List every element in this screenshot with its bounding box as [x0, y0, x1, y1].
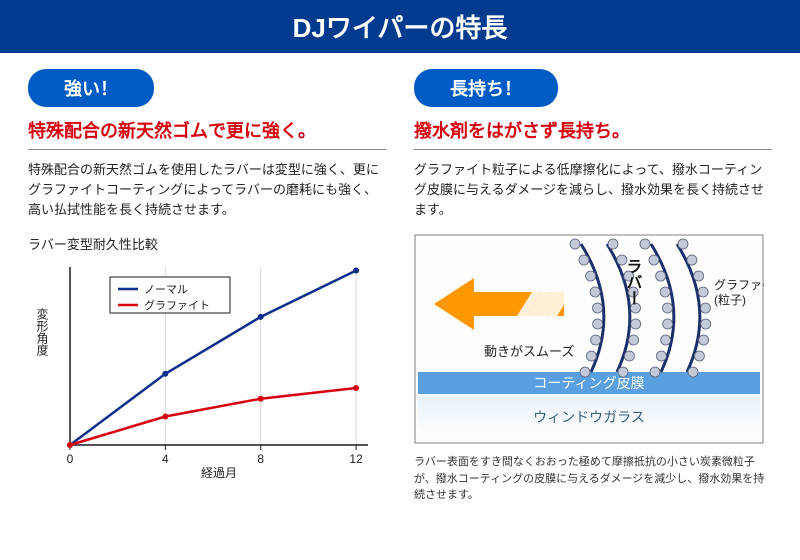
- svg-text:4: 4: [162, 452, 169, 466]
- svg-text:コーティング皮膜: コーティング皮膜: [533, 375, 644, 391]
- svg-text:経過月: 経過月: [201, 466, 237, 479]
- svg-text:グラファイト: グラファイト: [714, 278, 764, 292]
- right-pill: 長持ち！: [414, 69, 558, 107]
- left-pill: 強い！: [28, 69, 154, 107]
- svg-text:動きがスムーズ: 動きがスムーズ: [484, 344, 574, 359]
- svg-text:(粒子): (粒子): [714, 292, 746, 307]
- svg-text:グラファイト: グラファイト: [144, 298, 210, 312]
- line-chart: 0 4 8 12 経過月 変形角度 ノーマルグラファイト: [28, 259, 378, 479]
- svg-text:ウィンドウガラス: ウィンドウガラス: [533, 409, 645, 425]
- svg-text:ラバー: ラバー: [624, 258, 643, 306]
- graphite-diagram: ウィンドウガラスコーティング皮膜 ラバー グラファイト(粒子) 動きがスムーズ: [414, 234, 764, 444]
- svg-text:ノーマル: ノーマル: [144, 284, 188, 296]
- left-subtitle: 特殊配合の新天然ゴムで更に強く。: [28, 117, 386, 150]
- right-caption: ラバー表面をすき間なくおおった極めて摩擦抵抗の小さい炭素微粒子が、撥水コーティン…: [414, 454, 772, 504]
- content: 強い！ 特殊配合の新天然ゴムで更に強く。 特殊配合の新天然ゴムを使用したラバーは…: [0, 53, 800, 512]
- main-title: DJワイパーの特長: [0, 0, 800, 53]
- svg-text:8: 8: [257, 452, 264, 466]
- right-column: 長持ち！ 撥水剤をはがさず長持ち。 グラファイト粒子による低摩擦化によって、撥水…: [414, 69, 772, 504]
- left-body: 特殊配合の新天然ゴムを使用したラバーは変型に強く、更にグラファイトコーティングに…: [28, 160, 386, 220]
- svg-text:変形角度: 変形角度: [35, 307, 49, 356]
- right-subtitle: 撥水剤をはがさず長持ち。: [414, 117, 772, 150]
- svg-text:0: 0: [67, 452, 74, 466]
- chart-title: ラバー変型耐久性比較: [28, 234, 386, 253]
- svg-text:12: 12: [349, 452, 363, 466]
- right-body: グラファイト粒子による低摩擦化によって、撥水コーティング皮膜に与えるダメージを減…: [414, 160, 772, 220]
- left-column: 強い！ 特殊配合の新天然ゴムで更に強く。 特殊配合の新天然ゴムを使用したラバーは…: [28, 69, 386, 504]
